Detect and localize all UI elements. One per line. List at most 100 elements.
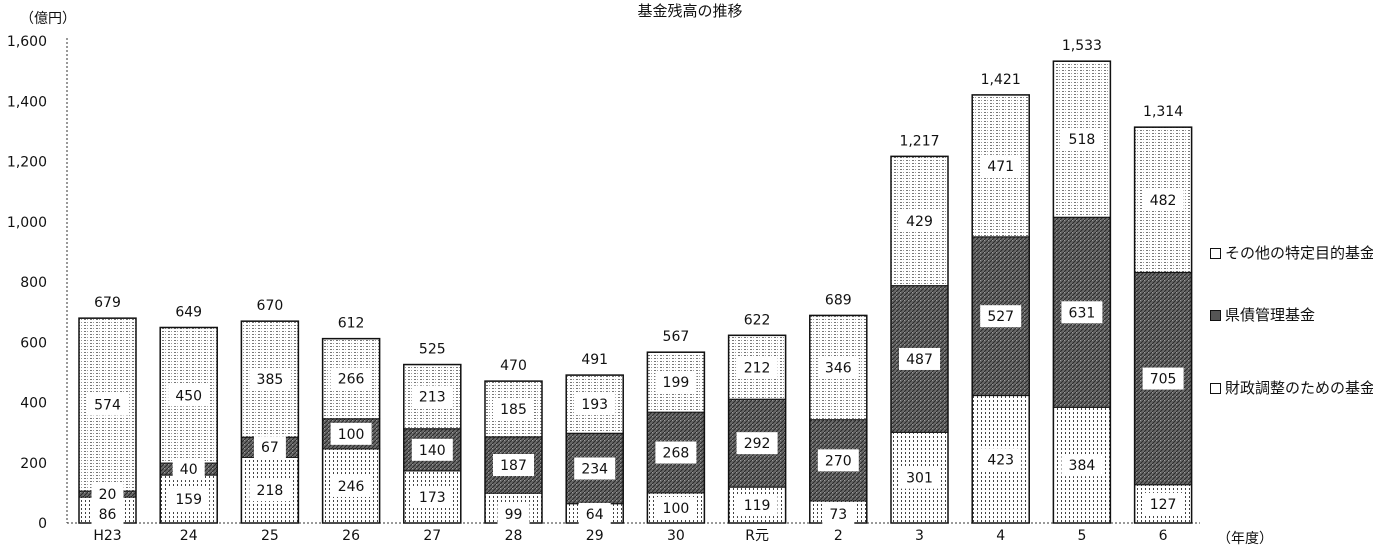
value-label-fiscal: 64 — [586, 507, 604, 523]
value-label-fiscal: 73 — [829, 507, 847, 523]
bar-outline — [646, 351, 706, 524]
y-tick-label: 1,600 — [7, 34, 47, 50]
value-label-fiscal: 246 — [338, 479, 365, 495]
value-label-bg — [168, 488, 210, 511]
total-label: 670 — [257, 298, 284, 314]
value-label-pref: 527 — [987, 309, 1014, 325]
value-label-pref: 100 — [338, 427, 365, 443]
total-label: 1,314 — [1143, 104, 1183, 120]
value-label-fiscal: 173 — [419, 490, 446, 506]
value-label-bg — [330, 367, 372, 390]
value-label-other: 185 — [500, 402, 527, 418]
value-label-bg — [736, 494, 778, 517]
total-label: 649 — [175, 304, 202, 320]
value-label-pref: 67 — [261, 440, 279, 456]
y-tick-label: 0 — [38, 516, 47, 532]
value-label-pref: 40 — [180, 462, 198, 478]
legend-item-pref: 県債管理基金 — [1210, 304, 1373, 326]
value-label-other: 482 — [1150, 193, 1177, 209]
y-tick-label: 1,200 — [7, 155, 47, 171]
total-label: 470 — [500, 358, 527, 374]
bar-outline — [240, 320, 300, 524]
bars-group: 86 20 574 679 159 40 450 649 218 67 385 670 246 100 26… — [78, 38, 1193, 525]
x-tick-label: 2 — [834, 528, 843, 544]
value-label-bg — [249, 479, 291, 502]
x-tick-label: R元 — [745, 528, 769, 544]
bar-outline — [1133, 126, 1193, 524]
x-tick-label: 26 — [342, 528, 360, 544]
value-label-fiscal: 119 — [744, 498, 771, 514]
legend-item-fiscal: 財政調整のための基金 — [1210, 377, 1373, 399]
value-label-fiscal: 100 — [663, 501, 690, 517]
total-label: 1,421 — [981, 72, 1021, 88]
value-label-bg — [1142, 188, 1184, 211]
x-tick-label: 27 — [423, 528, 441, 544]
value-label-bg — [980, 448, 1022, 471]
value-label-other: 385 — [257, 372, 284, 388]
x-tick-label: 24 — [180, 528, 198, 544]
legend-swatch-pref — [1210, 310, 1221, 321]
x-tick-label: 3 — [915, 528, 924, 544]
value-label-bg — [330, 422, 372, 445]
value-label-bg — [253, 436, 286, 459]
value-label-other: 193 — [581, 397, 608, 413]
bar-outline — [159, 326, 218, 524]
y-axis-label: （億円） — [20, 11, 76, 27]
x-axis-label: （年度） — [1217, 531, 1273, 547]
total-label: 1,533 — [1062, 38, 1102, 54]
total-label: 689 — [825, 292, 852, 308]
y-tick-label: 400 — [20, 396, 47, 412]
value-label-bg — [899, 347, 940, 370]
value-label-bg — [411, 385, 453, 408]
value-label-bg — [817, 356, 859, 379]
x-tick-label: 25 — [261, 528, 279, 544]
legend-label-other: その他の特定目的基金 — [1225, 244, 1373, 262]
value-label-pref: 187 — [500, 458, 527, 474]
value-label-other: 266 — [338, 372, 365, 388]
value-label-other: 199 — [663, 375, 690, 391]
total-label: 567 — [663, 329, 690, 345]
value-label-pref: 487 — [906, 352, 933, 368]
legend-swatch-other — [1210, 248, 1221, 259]
x-tick-label: 28 — [505, 528, 523, 544]
value-label-bg — [493, 454, 534, 477]
total-label: 622 — [744, 312, 771, 328]
value-label-bg — [411, 485, 453, 508]
value-label-fiscal: 99 — [505, 507, 523, 523]
value-label-bg — [1061, 454, 1103, 477]
value-label-fiscal: 159 — [175, 492, 202, 508]
value-label-other: 212 — [744, 360, 771, 376]
value-label-bg — [899, 466, 940, 489]
legend-swatch-fiscal — [1210, 383, 1221, 394]
value-label-other: 518 — [1069, 132, 1096, 148]
value-label-bg — [578, 503, 611, 525]
value-label-bg — [736, 356, 778, 379]
value-label-pref: 234 — [581, 461, 608, 477]
legend: その他の特定目的基金 県債管理基金 財政調整のための基金 — [1210, 242, 1373, 399]
value-label-other: 429 — [906, 214, 933, 230]
total-label: 491 — [581, 352, 608, 368]
value-label-fiscal: 218 — [257, 483, 284, 499]
bar-outline — [890, 155, 949, 524]
value-label-bg — [1061, 301, 1103, 324]
x-tick-label: H23 — [93, 528, 121, 544]
legend-label-fiscal: 財政調整のための基金 — [1225, 379, 1373, 397]
legend-item-other: その他の特定目的基金 — [1210, 242, 1373, 264]
x-tick-labels: H23 24 25 26 27 28 29 30 R元 2 3 4 5 6 — [93, 528, 1167, 544]
value-label-fiscal: 127 — [1150, 497, 1177, 513]
value-label-fiscal: 423 — [987, 452, 1014, 468]
value-label-bg — [655, 441, 697, 464]
y-tick-label: 600 — [20, 335, 47, 351]
value-label-bg — [574, 457, 616, 480]
value-label-fiscal: 301 — [906, 471, 933, 487]
legend-label-pref: 県債管理基金 — [1225, 306, 1316, 324]
value-label-fiscal: 86 — [99, 507, 117, 523]
x-tick-label: 29 — [586, 528, 604, 544]
value-label-bg — [91, 503, 124, 525]
y-tick-label: 1,000 — [7, 215, 47, 231]
bar-outline — [403, 363, 462, 524]
value-label-bg — [1142, 492, 1184, 515]
bar-outline — [727, 334, 787, 524]
value-label-bg — [899, 209, 940, 232]
